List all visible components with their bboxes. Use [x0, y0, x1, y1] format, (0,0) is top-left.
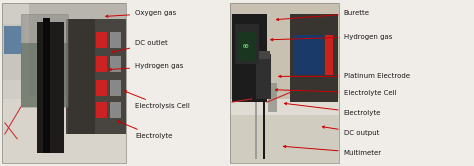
Bar	[290, 14, 338, 102]
Text: Burette: Burette	[276, 10, 370, 21]
Bar	[21, 14, 68, 107]
Bar	[37, 22, 64, 153]
Bar	[256, 54, 271, 99]
Bar	[255, 56, 256, 160]
Bar	[2, 24, 25, 80]
Bar	[21, 14, 68, 107]
Bar	[237, 32, 255, 61]
Text: DC outlet: DC outlet	[112, 40, 168, 53]
Bar	[252, 69, 267, 75]
Bar	[235, 24, 259, 64]
Bar	[21, 43, 68, 107]
Bar	[230, 3, 339, 102]
Bar	[4, 26, 21, 54]
Bar	[2, 3, 29, 99]
Bar	[293, 35, 324, 75]
Text: Oxygen gas: Oxygen gas	[106, 10, 176, 17]
Bar	[268, 83, 277, 112]
Bar	[230, 99, 339, 115]
Bar	[230, 3, 339, 163]
Bar	[2, 3, 126, 163]
Text: Electrolyte: Electrolyte	[284, 103, 381, 116]
Text: Hydrogen gas: Hydrogen gas	[109, 63, 183, 70]
Bar	[257, 51, 270, 59]
Bar	[66, 19, 126, 134]
Bar	[2, 96, 126, 163]
Text: Electrolyte Cell: Electrolyte Cell	[275, 89, 396, 96]
Text: Platinum Electrode: Platinum Electrode	[279, 73, 410, 79]
Bar	[2, 3, 126, 96]
Bar	[68, 19, 95, 134]
Text: 00: 00	[243, 44, 249, 49]
Bar	[232, 14, 267, 102]
Text: Multimeter: Multimeter	[283, 145, 382, 156]
Text: Electrolysis Cell: Electrolysis Cell	[125, 91, 190, 109]
Bar	[325, 35, 333, 75]
Bar	[96, 32, 107, 48]
Text: DC output: DC output	[322, 126, 379, 136]
Bar	[2, 3, 126, 163]
Bar	[43, 18, 50, 153]
Bar	[96, 80, 107, 96]
Bar	[109, 56, 121, 72]
Bar	[109, 102, 121, 118]
Bar	[230, 102, 339, 163]
Bar	[109, 80, 121, 96]
Text: Electrolyte: Electrolyte	[118, 121, 173, 139]
Bar	[230, 3, 339, 163]
Bar	[109, 32, 121, 48]
Bar	[263, 19, 265, 160]
Bar	[96, 56, 107, 72]
Bar	[96, 102, 107, 118]
Text: Hydrogen gas: Hydrogen gas	[271, 34, 392, 41]
